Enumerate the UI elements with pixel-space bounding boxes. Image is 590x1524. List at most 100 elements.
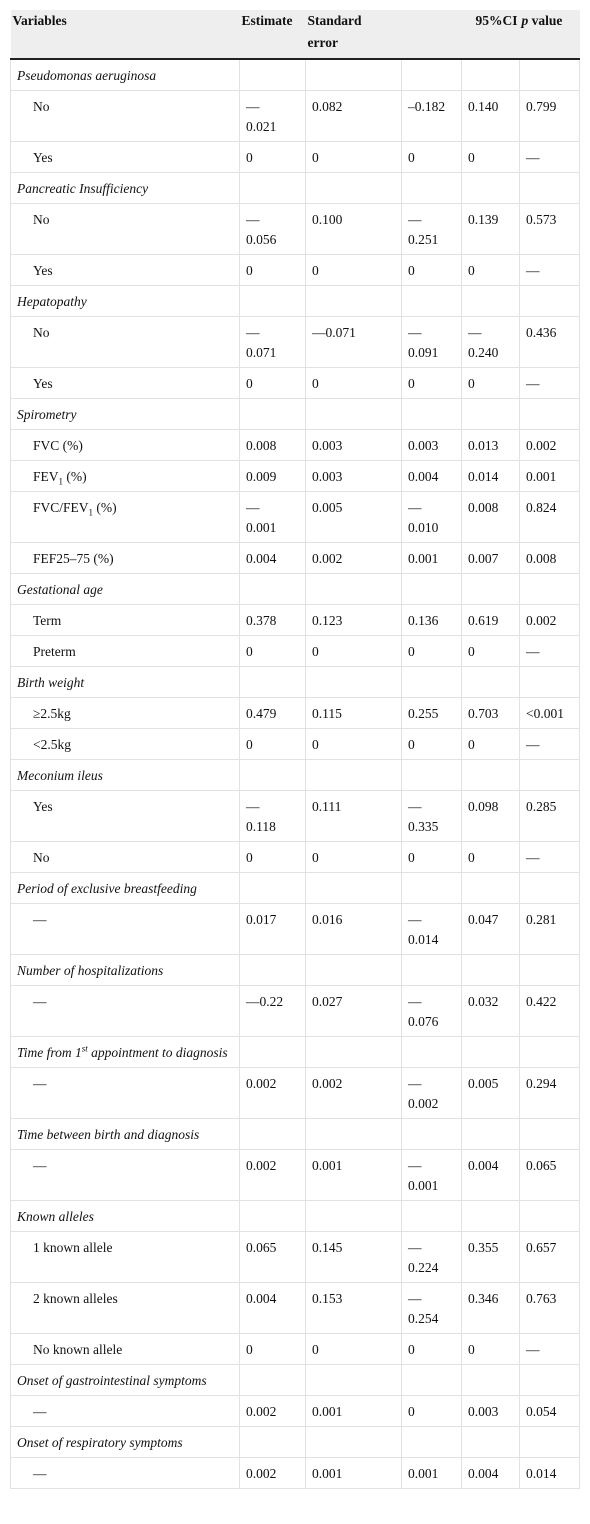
value-cell: 0.123 bbox=[305, 604, 402, 636]
value-cell: —0.335 bbox=[401, 790, 462, 842]
label-text: Yes bbox=[33, 799, 53, 814]
group-label: Onset of gastrointestinal symptoms bbox=[10, 1364, 240, 1396]
value-cell: <0.001 bbox=[519, 697, 581, 729]
value-cell: 0 bbox=[401, 728, 462, 760]
group-row: Pancreatic Insufficiency bbox=[10, 172, 581, 204]
value-cell: 0 bbox=[239, 841, 306, 873]
label-text: <2.5kg bbox=[33, 737, 71, 752]
value-cell: 0.281 bbox=[519, 903, 581, 955]
label-text: — bbox=[33, 1076, 47, 1091]
empty-cell bbox=[460, 872, 521, 904]
value-cell: 0.001 bbox=[305, 1149, 402, 1201]
empty-cell bbox=[239, 285, 306, 317]
value-cell: 0.004 bbox=[239, 542, 306, 574]
group-label: Time from 1st appointment to diagnosis bbox=[10, 1036, 240, 1068]
value-cell: 0.255 bbox=[401, 697, 462, 729]
empty-cell bbox=[305, 954, 402, 986]
header-cell: p value bbox=[519, 10, 580, 60]
value-cell: 0.047 bbox=[460, 903, 521, 955]
header-text: p bbox=[521, 13, 529, 28]
value-cell: 0 bbox=[239, 367, 306, 399]
label-text: FEF25–75 (%) bbox=[33, 551, 114, 566]
group-label: Gestational age bbox=[10, 573, 240, 605]
label-text: appointment to diagnosis bbox=[87, 1045, 228, 1060]
empty-cell bbox=[305, 872, 402, 904]
label-text: 2 known alleles bbox=[33, 1291, 118, 1306]
label-text: — bbox=[33, 912, 47, 927]
data-row: <2.5kg 0 0 0 0— bbox=[10, 728, 581, 760]
empty-cell bbox=[460, 954, 521, 986]
row-label: — bbox=[10, 903, 240, 955]
empty-cell bbox=[401, 285, 462, 317]
group-row: Hepatopathy bbox=[10, 285, 581, 317]
value-cell: —0.071 bbox=[239, 316, 306, 368]
value-cell: 0.007 bbox=[460, 542, 521, 574]
value-cell: 0.136 bbox=[401, 604, 462, 636]
group-row: Period of exclusive breastfeeding bbox=[10, 872, 581, 904]
empty-cell bbox=[460, 172, 521, 204]
value-cell: 0.003 bbox=[305, 460, 402, 492]
value-cell: —0.056 bbox=[239, 203, 306, 255]
empty-cell bbox=[460, 1364, 521, 1396]
value-cell: 0.005 bbox=[460, 1067, 521, 1119]
value-cell: 0.014 bbox=[460, 460, 521, 492]
value-cell: 0.098 bbox=[460, 790, 521, 842]
row-label: 2 known alleles bbox=[10, 1282, 240, 1334]
value-cell: —0.014 bbox=[401, 903, 462, 955]
value-cell: 0.140 bbox=[460, 90, 521, 142]
value-cell: 0.004 bbox=[239, 1282, 306, 1334]
row-label: — bbox=[10, 1067, 240, 1119]
data-row: — 0.002 0.001 —0.001 0.004 0.065 bbox=[10, 1149, 581, 1201]
empty-cell bbox=[239, 172, 306, 204]
label-text: FEV bbox=[33, 469, 59, 484]
empty-cell bbox=[519, 398, 581, 430]
label-subscript: 1 bbox=[58, 476, 64, 487]
value-cell: 0.422 bbox=[519, 985, 581, 1037]
group-label: Spirometry bbox=[10, 398, 240, 430]
value-cell: 0.005 bbox=[305, 491, 402, 543]
empty-cell bbox=[519, 573, 581, 605]
label-text: Number of hospitalizations bbox=[17, 963, 164, 978]
data-row: — —0.22 0.027 —0.076 0.032 0.422 bbox=[10, 985, 581, 1037]
empty-cell bbox=[239, 759, 306, 791]
header-text: value bbox=[528, 13, 563, 28]
empty-cell bbox=[239, 954, 306, 986]
value-cell: 0.082 bbox=[305, 90, 402, 142]
value-cell: –0.182 bbox=[401, 90, 462, 142]
data-row: FVC/FEV1 (%) —0.001 0.005 —0.010 0.008 0.824 bbox=[10, 491, 581, 543]
value-cell: 0.001 bbox=[305, 1457, 402, 1489]
value-cell: 0 bbox=[401, 141, 462, 173]
empty-cell bbox=[519, 872, 581, 904]
label-text: Time from 1 bbox=[17, 1045, 82, 1060]
value-cell: 0 bbox=[401, 635, 462, 667]
row-label: No bbox=[10, 90, 240, 142]
value-cell: 0 bbox=[239, 141, 306, 173]
header-cell: Estimate bbox=[239, 10, 306, 60]
value-cell: 0.032 bbox=[460, 985, 521, 1037]
value-cell: 0.002 bbox=[239, 1457, 306, 1489]
empty-cell bbox=[305, 1036, 402, 1068]
empty-cell bbox=[401, 1036, 462, 1068]
value-cell: 0.017 bbox=[239, 903, 306, 955]
label-text: 1 known allele bbox=[33, 1240, 113, 1255]
empty-cell bbox=[401, 1426, 462, 1458]
data-row: Yes —0.118 0.111 —0.335 0.098 0.285 bbox=[10, 790, 581, 842]
row-label: Yes bbox=[10, 254, 240, 286]
empty-cell bbox=[460, 1036, 521, 1068]
label-text: Period of exclusive breastfeeding bbox=[17, 881, 197, 896]
row-label: FVC/FEV1 (%) bbox=[10, 491, 240, 543]
value-cell: 0.001 bbox=[401, 542, 462, 574]
empty-cell bbox=[305, 1364, 402, 1396]
value-cell: 0.003 bbox=[401, 429, 462, 461]
empty-cell bbox=[519, 1036, 581, 1068]
group-label: Pseudomonas aeruginosa bbox=[10, 58, 240, 91]
group-row: Pseudomonas aeruginosa bbox=[10, 58, 581, 91]
empty-cell bbox=[460, 573, 521, 605]
value-cell: 0.065 bbox=[519, 1149, 581, 1201]
empty-cell bbox=[239, 1426, 306, 1458]
row-label: Term bbox=[10, 604, 240, 636]
value-cell: 0.703 bbox=[460, 697, 521, 729]
value-cell: 0.001 bbox=[519, 460, 581, 492]
data-row: —0.002 0.002 —0.002 0.005 0.294 bbox=[10, 1067, 581, 1119]
empty-cell bbox=[460, 1426, 521, 1458]
